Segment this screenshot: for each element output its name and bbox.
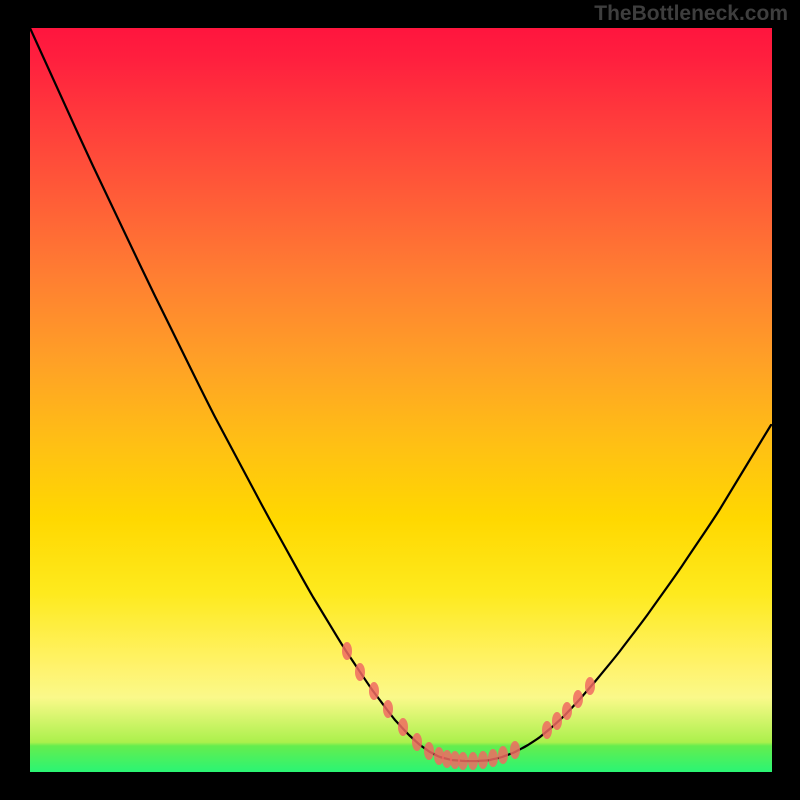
scatter-point: [398, 718, 408, 736]
scatter-point: [542, 721, 552, 739]
scatter-point: [573, 690, 583, 708]
scatter-point: [585, 677, 595, 695]
plot-background: [30, 28, 772, 772]
scatter-point: [458, 752, 468, 770]
scatter-point: [412, 733, 422, 751]
scatter-point: [478, 751, 488, 769]
chart-container: TheBottleneck.com: [0, 0, 800, 800]
scatter-point: [552, 712, 562, 730]
scatter-point: [424, 742, 434, 760]
watermark-text: TheBottleneck.com: [594, 2, 788, 26]
scatter-point: [342, 642, 352, 660]
chart-svg: [0, 0, 800, 800]
scatter-point: [355, 663, 365, 681]
scatter-point: [562, 702, 572, 720]
scatter-point: [369, 682, 379, 700]
scatter-point: [488, 749, 498, 767]
scatter-point: [498, 746, 508, 764]
scatter-point: [468, 752, 478, 770]
scatter-point: [383, 700, 393, 718]
scatter-point: [510, 741, 520, 759]
